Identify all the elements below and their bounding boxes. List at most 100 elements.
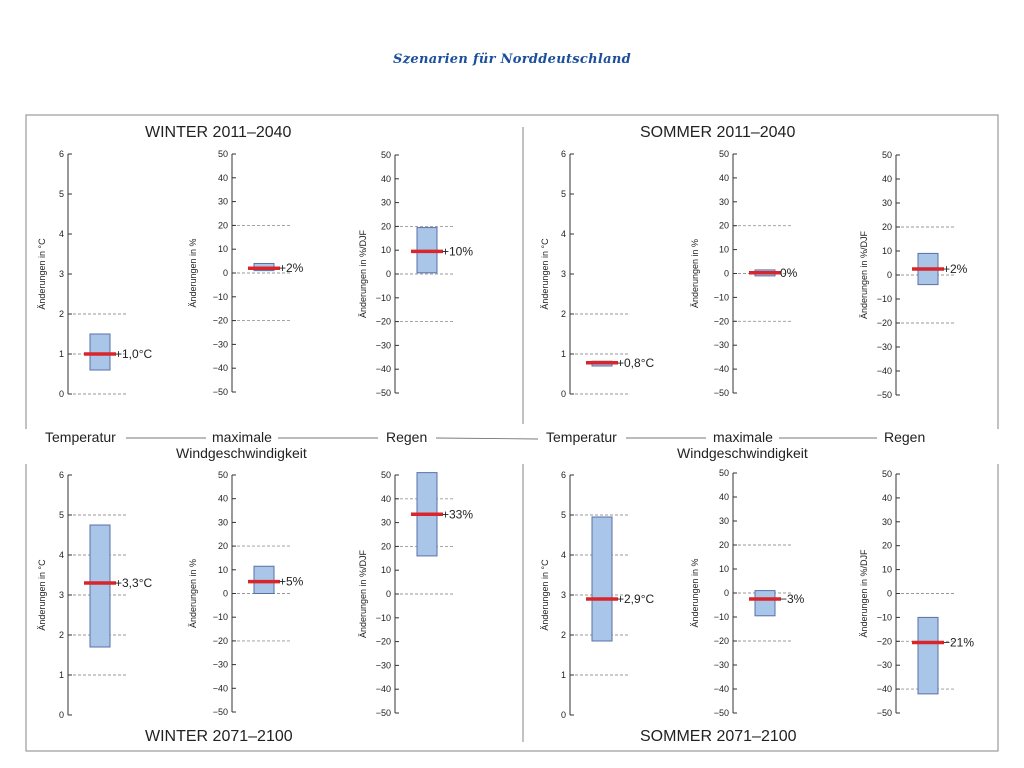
y-axis-label: Änderungen in % (188, 238, 198, 307)
y-tick-label: 30 (882, 517, 892, 527)
y-tick-label: −30 (213, 660, 228, 670)
y-tick-label: 1 (561, 349, 566, 359)
range-box (591, 516, 613, 642)
y-tick-label: 40 (218, 173, 228, 183)
value-label: +0,8°C (617, 356, 654, 370)
y-axis-label: Änderungen in %/DJF (859, 549, 869, 638)
y-tick-label: 10 (381, 245, 391, 255)
y-tick-label: 50 (882, 150, 892, 160)
y-tick-label: −40 (213, 363, 228, 373)
y-tick-label: 1 (59, 670, 64, 680)
panel-sommer-2071-regen: −50 −40 −30 −20 −10 0 10 20 30 40 50 Änderungen in … (859, 469, 974, 718)
y-tick-label: −30 (877, 342, 892, 352)
y-tick-label: 0 (223, 589, 228, 599)
y-tick-label: 20 (218, 220, 228, 230)
y-tick-label: 0 (561, 710, 566, 720)
value-label: 0% (780, 266, 798, 280)
y-tick-label: 10 (719, 564, 729, 574)
y-axis-label: Änderungen in °C (540, 559, 550, 631)
y-tick-label: 6 (561, 149, 566, 159)
y-tick-label: 40 (381, 174, 391, 184)
y-tick-label: 50 (381, 150, 391, 160)
y-tick-label: 0 (887, 270, 892, 280)
y-tick-label: 6 (561, 470, 566, 480)
y-tick-label: 2 (561, 630, 566, 640)
value-label: +2% (279, 261, 304, 275)
y-tick-label: −30 (376, 660, 391, 670)
y-tick-label: −10 (376, 613, 391, 623)
y-tick-label: −10 (877, 294, 892, 304)
y-tick-label: −50 (213, 707, 228, 717)
range-box (89, 333, 111, 371)
y-tick-label: 30 (381, 198, 391, 208)
y-tick-label: −10 (714, 612, 729, 622)
value-label: +3,3°C (115, 576, 152, 590)
panels: 0 1 2 3 4 5 6 Änderungen in °C +1,0°C −50 −40 −30 −2… (37, 149, 974, 720)
panel-winter-2011-regen: −50 −40 −30 −20 −10 0 10 20 30 40 50 Änderungen in … (358, 150, 473, 398)
y-tick-label: 3 (59, 269, 64, 279)
y-tick-label: 50 (719, 468, 729, 478)
label-temperatur-left: Temperatur (45, 429, 116, 445)
y-tick-label: 4 (59, 550, 64, 560)
y-tick-label: 30 (218, 197, 228, 207)
y-tick-label: 10 (882, 565, 892, 575)
y-tick-label: 0 (386, 269, 391, 279)
section-title-sommer-2071: SOMMER 2071–2100 (640, 728, 797, 745)
separator-band (20, 429, 1005, 464)
y-tick-label: −10 (714, 292, 729, 302)
y-tick-label: 10 (882, 246, 892, 256)
panel-winter-2071-regen: −50 −40 −30 −20 −10 0 10 20 30 40 50 Änderungen in … (358, 470, 473, 718)
y-tick-label: −20 (714, 316, 729, 326)
y-tick-label: 1 (561, 670, 566, 680)
y-tick-label: −40 (877, 366, 892, 376)
y-tick-label: 2 (59, 309, 64, 319)
value-label: +2% (943, 262, 968, 276)
y-tick-label: 50 (218, 470, 228, 480)
panel-winter-2011-wind: −50 −40 −30 −20 −10 0 10 20 30 40 50 Änderungen in … (188, 149, 304, 397)
value-label: −3% (780, 592, 805, 606)
y-tick-label: 40 (381, 494, 391, 504)
y-axis-label: Änderungen in °C (540, 238, 550, 310)
y-tick-label: 5 (59, 510, 64, 520)
y-tick-label: −50 (714, 388, 729, 398)
y-tick-label: 2 (561, 309, 566, 319)
label-temperatur-right: Temperatur (546, 429, 617, 445)
y-tick-label: 40 (882, 493, 892, 503)
y-tick-label: 20 (381, 221, 391, 231)
value-label: +10% (442, 244, 473, 258)
y-tick-label: 30 (218, 517, 228, 527)
label-maximale-right: maximale (713, 429, 773, 445)
connector-line (435, 437, 539, 440)
y-axis-label: Änderungen in % (690, 239, 700, 308)
y-tick-label: 5 (561, 510, 566, 520)
section-title-sommer-2011: SOMMER 2011–2040 (640, 124, 795, 141)
y-tick-label: 40 (719, 173, 729, 183)
panel-winter-2071-temperatur: 0 1 2 3 4 5 6 Änderungen in °C +3,3°C (37, 470, 152, 720)
y-tick-label: −50 (714, 708, 729, 718)
y-tick-label: 4 (59, 229, 64, 239)
y-tick-label: −10 (376, 293, 391, 303)
y-tick-label: 20 (381, 541, 391, 551)
y-tick-label: −50 (877, 390, 892, 400)
y-axis-label: Änderungen in %/DJF (358, 549, 368, 638)
y-tick-label: 40 (882, 174, 892, 184)
y-tick-label: −40 (213, 683, 228, 693)
y-tick-label: −50 (376, 388, 391, 398)
panel-winter-2071-wind: −50 −40 −30 −20 −10 0 10 20 30 40 50 Änderungen in … (188, 470, 304, 717)
y-tick-label: 10 (218, 244, 228, 254)
y-tick-label: −30 (213, 339, 228, 349)
y-tick-label: −10 (213, 292, 228, 302)
y-tick-label: −20 (877, 636, 892, 646)
y-tick-label: −10 (877, 612, 892, 622)
y-tick-label: −50 (376, 708, 391, 718)
y-tick-label: −30 (714, 340, 729, 350)
panel-sommer-2011-wind: −50 −40 −30 −20 −10 0 10 20 30 40 50 Änderungen in … (690, 149, 798, 398)
label-regen-right: Regen (884, 429, 925, 445)
y-tick-label: 4 (561, 229, 566, 239)
panel-sommer-2011-regen: −50 −40 −30 −20 −10 0 10 20 30 40 50 Änderungen in … (859, 150, 968, 400)
y-axis-label: Änderungen in % (690, 558, 700, 627)
y-tick-label: 30 (719, 197, 729, 207)
y-tick-label: −10 (213, 612, 228, 622)
value-label: +2,9°C (617, 592, 654, 606)
page-title: Szenarien für Norddeutschland (393, 52, 631, 67)
